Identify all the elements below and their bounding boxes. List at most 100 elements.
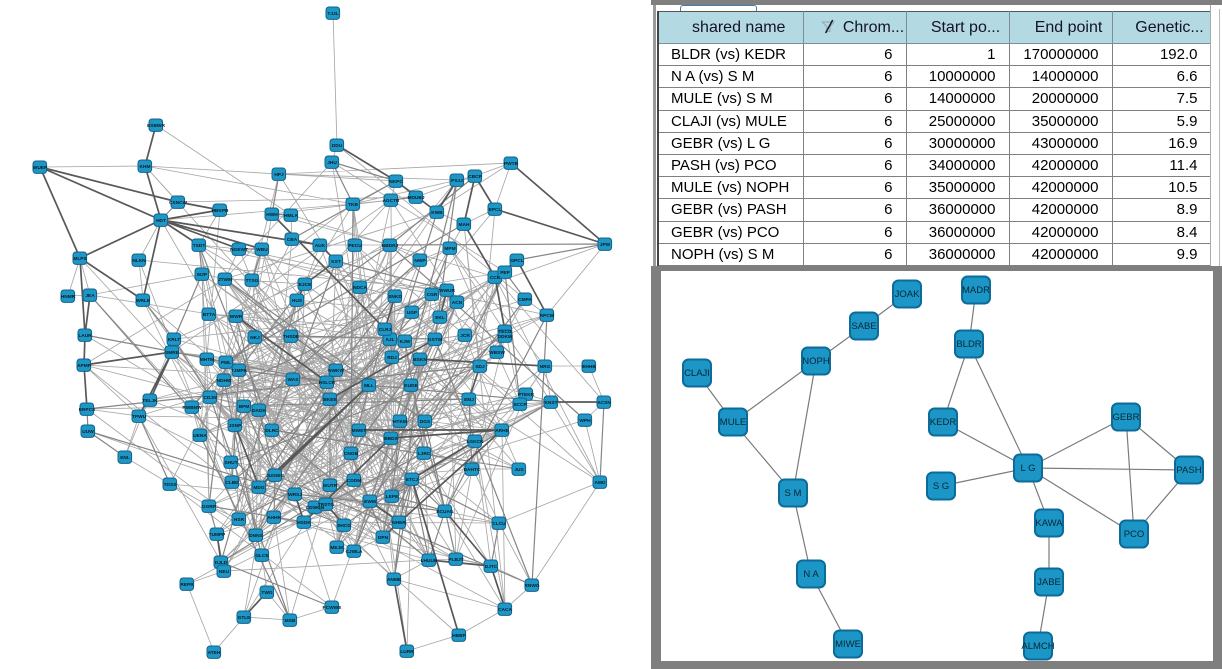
svg-text:WAS: WAS — [288, 377, 300, 383]
svg-text:CGR: CGR — [427, 292, 438, 298]
svg-text:PECU: PECU — [348, 243, 362, 249]
svg-text:JPW: JPW — [600, 242, 611, 248]
svg-text:TWG: TWG — [261, 590, 272, 596]
svg-text:AHHK: AHHK — [267, 515, 281, 521]
svg-text:JEA: JEA — [85, 293, 95, 299]
svg-text:ANME: ANME — [387, 577, 402, 583]
svg-text:GLCE: GLCE — [255, 553, 269, 559]
svg-text:PTEKR: PTEKR — [518, 392, 535, 398]
svg-text:ACN: ACN — [452, 300, 463, 306]
svg-text:KWB: KWB — [431, 210, 443, 216]
svg-text:PEP: PEP — [500, 270, 510, 276]
svg-text:JABE: JABE — [1037, 577, 1061, 588]
svg-text:WPH: WPH — [579, 418, 591, 424]
svg-text:NKPC: NKPC — [389, 179, 403, 185]
svg-text:THSDE: THSDE — [283, 334, 300, 340]
svg-text:TELJK: TELJK — [142, 398, 158, 404]
svg-text:NWKW: NWKW — [328, 368, 344, 374]
svg-text:SCCP: SCCP — [513, 402, 527, 408]
svg-text:HBKPB: HBKPB — [211, 208, 229, 214]
svg-text:DNNS: DNNS — [249, 533, 263, 539]
svg-text:LJRC: LJRC — [418, 451, 431, 457]
svg-text:HSLCR: HSLCR — [319, 380, 336, 386]
svg-text:RNWG: RNWG — [524, 583, 539, 589]
svg-text:SHCD: SHCD — [337, 523, 351, 529]
svg-text:GPCL: GPCL — [510, 258, 523, 264]
svg-text:LAUR: LAUR — [78, 333, 92, 339]
svg-text:UGP: UGP — [407, 310, 418, 316]
svg-text:BTTA: BTTA — [203, 312, 216, 318]
svg-text:JHU: JHU — [327, 160, 337, 166]
svg-text:CDWGN: CDWGN — [306, 505, 325, 511]
svg-text:MAH: MAH — [459, 222, 470, 228]
svg-text:KRLT: KRLT — [168, 337, 181, 343]
svg-text:CDDM: CDDM — [347, 478, 361, 484]
svg-text:AJL: AJL — [385, 337, 394, 343]
svg-text:DAHTC: DAHTC — [464, 467, 481, 473]
svg-text:CCK: CCK — [490, 275, 501, 281]
svg-text:PML: PML — [221, 360, 231, 366]
svg-text:PSJJ: PSJJ — [451, 178, 463, 184]
svg-text:PCO: PCO — [1124, 529, 1145, 540]
svg-text:WUEP: WUEP — [33, 165, 48, 171]
svg-text:KNST: KNST — [544, 400, 557, 406]
svg-text:WWR: WWR — [230, 314, 243, 320]
svg-text:CACA: CACA — [498, 607, 512, 613]
svg-text:ACSN: ACSN — [597, 400, 611, 406]
svg-text:GSTW: GSTW — [428, 337, 443, 343]
svg-text:BPM: BPM — [239, 404, 250, 410]
svg-text:CLAJI: CLAJI — [684, 368, 710, 379]
svg-text:HTKM: HTKM — [393, 419, 407, 425]
svg-text:CLBD: CLBD — [225, 480, 239, 486]
svg-text:ESBWR: ESBWR — [147, 123, 165, 129]
svg-text:CNGB: CNGB — [344, 451, 359, 457]
svg-text:REPR: REPR — [180, 582, 194, 588]
svg-text:ENL: ENL — [120, 455, 130, 461]
svg-text:CBCP: CBCP — [468, 174, 482, 180]
svg-text:CLCU: CLCU — [492, 521, 506, 527]
svg-text:GGRP: GGRP — [202, 504, 217, 510]
svg-text:LHUUH: LHUUH — [421, 558, 438, 564]
svg-text:DDU: DDU — [332, 143, 343, 149]
svg-text:KST: KST — [331, 259, 341, 265]
svg-text:WWUR: WWUR — [439, 288, 456, 294]
svg-text:AGCTR: AGCTR — [382, 198, 400, 204]
svg-text:BBDS: BBDS — [384, 436, 398, 442]
svg-text:MULE: MULE — [720, 417, 746, 428]
svg-text:MSB: MSB — [285, 618, 296, 624]
svg-text:CBA: CBA — [287, 237, 298, 243]
svg-text:DJTC: DJTC — [485, 564, 498, 570]
svg-text:NDCA: NDCA — [353, 285, 367, 291]
svg-text:KEDR: KEDR — [930, 417, 957, 428]
svg-text:TKB: TKB — [348, 202, 358, 208]
svg-text:EPCL: EPCL — [489, 207, 502, 213]
svg-text:TTSG: TTSG — [246, 278, 259, 284]
svg-text:JCR: JCR — [460, 333, 470, 339]
svg-text:BLDR: BLDR — [956, 339, 981, 350]
svg-text:HSDK: HSDK — [297, 520, 311, 526]
svg-text:DLRC: DLRC — [265, 428, 279, 434]
svg-text:KUDE: KUDE — [404, 383, 418, 389]
svg-text:NOPH: NOPH — [802, 356, 830, 367]
svg-text:MADR: MADR — [962, 285, 990, 296]
svg-text:NKJ: NKJ — [250, 335, 260, 341]
svg-text:WRSJ: WRSJ — [288, 492, 302, 498]
svg-text:ALMCH: ALMCH — [1021, 641, 1054, 652]
svg-text:CLRJ: CLRJ — [379, 327, 392, 333]
svg-text:NBDRJ: NBDRJ — [382, 243, 399, 249]
svg-text:ETCJ: ETCJ — [406, 477, 419, 483]
svg-text:HBBP: HBBP — [452, 633, 466, 639]
svg-text:CJWLA: CJWLA — [345, 549, 363, 555]
svg-text:S G: S G — [933, 481, 949, 492]
svg-text:MLPS: MLPS — [73, 256, 87, 262]
svg-text:MPM: MPM — [444, 246, 455, 252]
svg-text:PASH: PASH — [1176, 465, 1201, 476]
svg-text:NWP: NWP — [414, 258, 426, 264]
svg-text:WBSW: WBSW — [489, 350, 505, 356]
svg-text:KJW: KJW — [400, 339, 411, 345]
svg-text:TECG: TECG — [498, 329, 512, 335]
svg-text:HMLA: HMLA — [284, 213, 298, 219]
svg-text:MHTM: MHTM — [200, 357, 214, 363]
svg-text:HPJ: HPJ — [274, 172, 284, 178]
svg-text:RDJ: RDJ — [387, 355, 397, 361]
